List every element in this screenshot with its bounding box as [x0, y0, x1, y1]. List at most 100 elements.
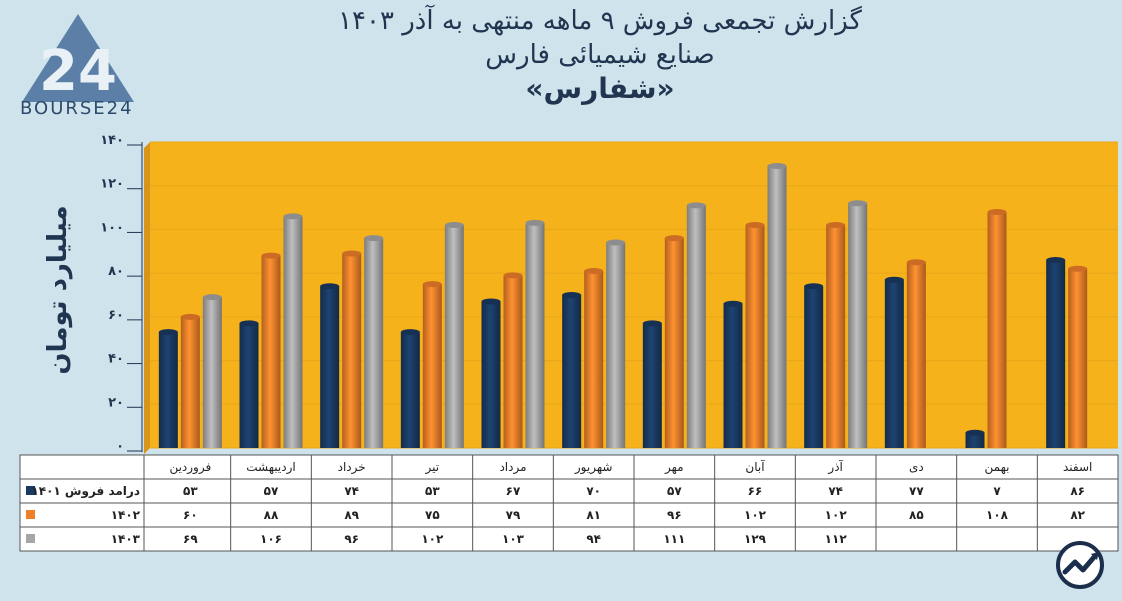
data-label: ۸۲ [1070, 508, 1085, 522]
data-label: ۹۴ [586, 532, 601, 546]
data-label: ۷۴ [828, 484, 843, 498]
plot-side-wall [144, 142, 150, 454]
bar-top [826, 222, 846, 229]
x-tick-label: آذر [827, 459, 843, 475]
bar [804, 286, 824, 448]
data-label: ۵۳ [183, 484, 198, 498]
trend-logo-icon [1056, 541, 1104, 589]
bar [767, 166, 787, 449]
bar [606, 242, 626, 448]
bar [503, 275, 523, 448]
bar-top [261, 252, 281, 259]
data-label: ۵۳ [425, 484, 440, 498]
bar-top [158, 329, 178, 336]
bar-top [481, 298, 501, 305]
bar-top [283, 213, 303, 220]
bar-top [723, 300, 743, 307]
x-tick-label: شهریور [574, 460, 613, 475]
data-label: ۱۱۱ [663, 532, 685, 546]
y-tick-label: ۱۴۰ [100, 133, 124, 148]
bar-top [767, 163, 787, 170]
bar [745, 225, 765, 448]
data-label: ۷۴ [344, 484, 359, 498]
x-tick-label: تیر [425, 460, 440, 475]
bar [342, 253, 362, 448]
bar [481, 301, 501, 448]
bar-top [525, 219, 545, 226]
bar-top [180, 313, 200, 320]
title-line-2: صنایع شیمیائی فارس [485, 40, 715, 70]
bar [444, 225, 464, 448]
data-label: ۵۷ [667, 484, 682, 498]
legend-swatch [26, 534, 35, 543]
data-label: ۱۰۲ [421, 532, 444, 546]
bar [158, 332, 178, 448]
plot-area [150, 142, 1118, 448]
x-tick-label: بهمن [985, 460, 1010, 475]
bar-top [1068, 265, 1088, 272]
legend-swatch [26, 486, 35, 495]
data-label: ۷۰ [586, 484, 601, 498]
x-tick-label: آبان [745, 459, 765, 474]
y-tick-label: ۱۲۰ [100, 177, 124, 192]
data-label: ۷ [993, 484, 1001, 498]
bar-top [906, 259, 926, 266]
bar [723, 303, 743, 448]
data-label: ۱۰۳ [502, 532, 525, 546]
bar [1046, 260, 1066, 448]
legend-swatch [26, 510, 35, 519]
legend-label: درامد فروش ۱۴۰۱ [31, 484, 140, 499]
logo: 24 [22, 14, 134, 104]
bar-top [444, 222, 464, 229]
x-tick-label: مرداد [499, 460, 526, 475]
bar [906, 262, 926, 448]
legend-label: ۱۴۰۲ [111, 508, 141, 522]
data-label: ۵۷ [264, 484, 279, 498]
bar-top [1046, 257, 1066, 264]
bar [400, 332, 420, 448]
bar-top [503, 272, 523, 279]
data-label: ۶۹ [183, 532, 198, 546]
logo-triangle-icon [22, 14, 134, 102]
x-tick-label: فروردین [169, 460, 211, 475]
data-label: ۱۰۶ [260, 532, 282, 546]
title-line-3: «شفارس» [525, 72, 675, 105]
bar-top [606, 239, 626, 246]
x-tick-label: دی [909, 460, 924, 474]
bar-top [642, 320, 662, 327]
y-tick-label: ۶۰ [108, 308, 124, 323]
logo-mark: 24 [39, 39, 117, 104]
data-label: ۷۵ [425, 508, 440, 522]
y-tick-label: ۰ [116, 439, 124, 454]
data-label: ۹۶ [344, 532, 359, 546]
x-tick-label: اسفند [1063, 460, 1092, 474]
data-label: ۱۰۸ [986, 508, 1009, 522]
y-tick-label: ۱۰۰ [100, 220, 124, 235]
bar [642, 323, 662, 448]
bar [1068, 268, 1088, 448]
bar-top [422, 281, 442, 288]
bar [239, 323, 259, 448]
bar [261, 255, 281, 448]
x-tick-label: مهر [664, 460, 684, 475]
y-tick-label: ۴۰ [108, 352, 124, 367]
bar-top [320, 283, 340, 290]
bar-top [745, 222, 765, 229]
data-label: ۶۰ [183, 508, 198, 522]
data-label: ۶۶ [748, 484, 763, 498]
bar [525, 222, 545, 448]
data-label: ۸۵ [909, 508, 924, 522]
bar-top [562, 292, 582, 298]
bar [180, 316, 200, 448]
data-label: ۶۷ [506, 484, 521, 498]
data-label: ۱۰۲ [825, 508, 848, 522]
bar [422, 284, 442, 448]
data-label: ۷۹ [506, 508, 521, 522]
bar-top [239, 320, 259, 327]
chart-title: گزارش تجمعی فروش ۹ ماهه منتهی به آذر ۱۴۰… [200, 4, 1000, 106]
legend-label: ۱۴۰۳ [111, 532, 141, 546]
logo-text: BOURSE24 [20, 98, 134, 119]
bar-top [987, 208, 1007, 215]
data-label: ۸۶ [1070, 484, 1085, 498]
